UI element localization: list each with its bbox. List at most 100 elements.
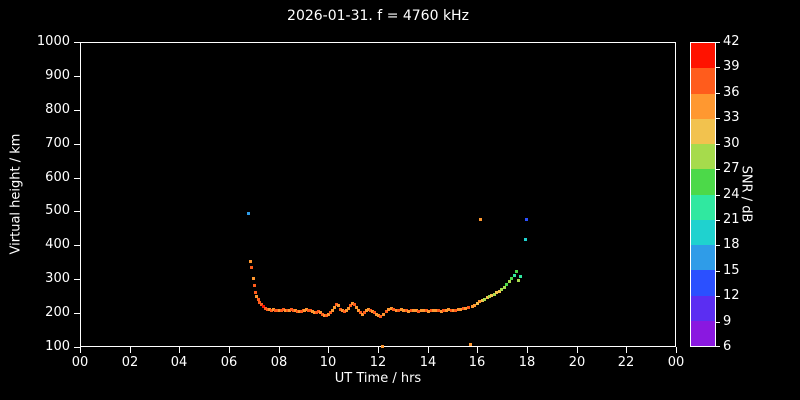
- data-point: [327, 313, 331, 317]
- data-point: [289, 308, 293, 312]
- colorbar: [690, 42, 716, 347]
- data-point: [524, 238, 528, 242]
- colorbar-tick-label: 6: [723, 339, 732, 354]
- data-point: [347, 306, 351, 310]
- data-point: [459, 307, 463, 311]
- colorbar-band: [691, 93, 715, 119]
- data-point: [271, 308, 275, 312]
- data-point: [273, 308, 277, 312]
- colorbar-tick-label: 33: [723, 110, 740, 125]
- data-point: [488, 295, 491, 299]
- data-point: [525, 218, 529, 222]
- data-point: [301, 309, 305, 313]
- data-point: [502, 285, 506, 289]
- colorbar-tick-mark: [716, 67, 720, 68]
- chart-title: 2026-01-31. f = 4760 kHz: [287, 8, 469, 24]
- data-point: [384, 309, 388, 313]
- data-point: [417, 309, 421, 313]
- data-point: [307, 308, 311, 312]
- x-tick-label: 00: [667, 355, 685, 370]
- data-point: [283, 308, 287, 312]
- data-point: [254, 290, 258, 294]
- x-tick-label: 16: [468, 355, 486, 370]
- x-axis-tick-mark: [229, 347, 230, 353]
- data-point: [485, 296, 489, 300]
- colorbar-band: [691, 118, 715, 144]
- data-point: [432, 308, 436, 312]
- data-point: [377, 313, 380, 317]
- data-point: [311, 309, 315, 313]
- data-point: [492, 292, 496, 296]
- x-axis-tick-mark: [676, 347, 677, 353]
- y-axis-tick-mark: [74, 245, 80, 246]
- data-point: [299, 309, 303, 313]
- data-point: [323, 313, 327, 317]
- colorbar-tick-label: 12: [723, 288, 740, 303]
- data-point: [357, 308, 361, 312]
- colorbar-band: [691, 245, 715, 271]
- data-point: [258, 301, 262, 305]
- data-point: [495, 291, 499, 295]
- colorbar-tick-label: 18: [723, 237, 740, 252]
- data-point: [335, 303, 339, 307]
- colorbar-tick-label: 30: [723, 136, 740, 151]
- y-tick-label: 500: [45, 203, 70, 218]
- x-tick-label: 18: [518, 355, 536, 370]
- data-point: [424, 309, 428, 313]
- y-tick-label: 600: [45, 170, 70, 185]
- data-point: [260, 303, 264, 307]
- colorbar-tick-label: 15: [723, 263, 740, 278]
- data-point: [355, 305, 359, 309]
- data-point: [305, 307, 309, 311]
- data-point: [378, 314, 382, 318]
- data-point: [473, 303, 477, 307]
- y-tick-label: 900: [45, 68, 70, 83]
- x-tick-label: 12: [369, 355, 387, 370]
- data-point: [337, 304, 341, 308]
- colorbar-tick-mark: [716, 271, 720, 272]
- x-tick-label: 08: [270, 355, 288, 370]
- data-point: [456, 308, 460, 312]
- data-point: [447, 308, 451, 312]
- data-point: [479, 217, 483, 221]
- data-point: [359, 310, 363, 314]
- data-point: [394, 308, 398, 312]
- data-point: [469, 343, 473, 347]
- colorbar-tick-mark: [716, 322, 720, 323]
- data-point: [412, 308, 416, 312]
- y-tick-label: 200: [45, 305, 70, 320]
- colorbar-tick-mark: [716, 346, 720, 347]
- data-point: [382, 313, 386, 317]
- colorbar-band: [691, 43, 715, 69]
- data-point: [444, 308, 448, 312]
- x-axis-label: UT Time / hrs: [334, 371, 422, 386]
- x-tick-label: 02: [121, 355, 139, 370]
- points-layer: [81, 43, 675, 348]
- data-point: [369, 308, 373, 312]
- data-point: [281, 308, 285, 312]
- y-axis-tick-mark: [74, 347, 80, 348]
- data-point: [313, 310, 317, 314]
- data-point: [367, 307, 371, 311]
- y-axis-label: Virtual height / km: [8, 133, 24, 255]
- colorbar-band: [691, 68, 715, 94]
- data-point: [251, 277, 255, 281]
- colorbar-tick-mark: [716, 169, 720, 170]
- x-axis-tick-mark: [477, 347, 478, 353]
- data-point: [285, 309, 289, 313]
- y-axis-tick-mark: [74, 42, 80, 43]
- data-point: [339, 307, 343, 311]
- data-point: [507, 280, 511, 284]
- x-axis-tick-mark: [378, 347, 379, 353]
- colorbar-tick-label: 36: [723, 85, 740, 100]
- data-point: [389, 307, 393, 311]
- data-point: [452, 308, 455, 312]
- data-point: [387, 307, 391, 311]
- data-point: [397, 308, 401, 312]
- data-point: [247, 211, 251, 215]
- y-axis-tick-mark: [74, 313, 80, 314]
- data-point: [315, 310, 319, 314]
- data-point: [303, 308, 307, 312]
- colorbar-tick-label: 42: [723, 34, 740, 49]
- colorbar-tick-mark: [716, 245, 720, 246]
